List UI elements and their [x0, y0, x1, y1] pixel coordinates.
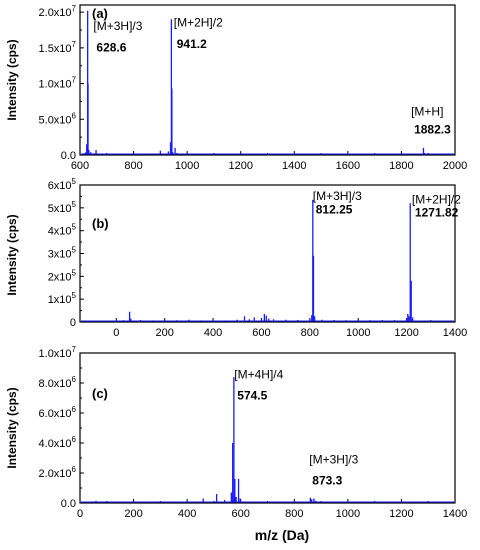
- x-tick-label: 600: [252, 327, 270, 339]
- x-tick-label: 1200: [389, 508, 413, 520]
- y-tick-label: 1x105: [48, 291, 77, 306]
- y-tick-label: 2x105: [48, 268, 77, 283]
- x-tick-label: 1400: [443, 508, 467, 520]
- y-tick-label: 1.0x107: [39, 345, 77, 360]
- peak-annotation-value: 873.3: [312, 473, 342, 487]
- peak-annotation-label: [M+3H]/3: [93, 19, 142, 33]
- y-tick-label: 0.0: [61, 150, 76, 162]
- x-tick-label: 1200: [394, 327, 418, 339]
- x-tick-label: 800: [285, 508, 303, 520]
- x-tick-label: 1800: [389, 160, 413, 172]
- y-tick-label: 1.0x107: [39, 76, 77, 91]
- peak-annotation-label: [M+3H]/3: [309, 452, 358, 466]
- x-tick-label: 800: [124, 160, 142, 172]
- panel-label: (b): [92, 216, 109, 231]
- panel-b: 0 200 400 600 800 1000 1200 1400 0 1x105 2x105 3x10…: [5, 177, 467, 339]
- y-tick-label: 4.0x106: [39, 435, 77, 450]
- peak-annotation-label: [M+2H]/2: [174, 15, 223, 29]
- panel-a: 600 800 1000 1200 1400 1600 1800 2000 0.0 5.0x106…: [5, 4, 467, 172]
- panel-c: 0 200 400 600 800 1000 1200 1400 0.0 2.0x106 4.0x1…: [5, 345, 467, 520]
- plot-frame: [79, 184, 456, 323]
- x-tick-label: 800: [301, 327, 319, 339]
- y-tick-label: 2.0x106: [39, 465, 77, 480]
- x-tick-label: 400: [178, 508, 196, 520]
- x-tick-label: 200: [124, 508, 142, 520]
- x-tick-label: 1000: [346, 327, 370, 339]
- y-tick-label: 6.0x106: [39, 405, 77, 420]
- peak-annotation-label: [M+2H]/2: [412, 192, 461, 206]
- peak-annotation-label: [M+H]: [411, 105, 443, 119]
- x-tick-label: 0: [77, 508, 83, 520]
- x-tick-label: 1000: [175, 160, 199, 172]
- peak-annotation-value: 941.2: [177, 37, 207, 51]
- panel-label: (a): [92, 6, 108, 21]
- x-tick-label: 1200: [228, 160, 252, 172]
- peak-annotation-label: [M+4H]/4: [234, 368, 283, 382]
- y-tick-label: 2.0x107: [39, 4, 77, 19]
- x-tick-label: 200: [155, 327, 173, 339]
- y-tick-label: 4x105: [48, 223, 77, 238]
- peak-annotation-value: 574.5: [237, 389, 267, 403]
- y-tick-label: 5.0x106: [39, 111, 77, 126]
- x-tick-label: 2000: [443, 160, 467, 172]
- x-tick-label: 600: [232, 508, 250, 520]
- peak-annotation-value: 1271.82: [415, 206, 459, 220]
- x-axis-label: m/z (Da): [255, 527, 309, 543]
- x-tick-label: 1400: [282, 160, 306, 172]
- peak-annotation-value: 628.6: [96, 40, 126, 54]
- y-tick-label: 5x105: [48, 200, 77, 215]
- y-tick-label: 0.0: [61, 498, 76, 510]
- x-tick-label: 0: [113, 327, 119, 339]
- panel-label: (c): [92, 386, 108, 401]
- y-tick-label: 3x105: [48, 246, 77, 261]
- peak-annotation-value: 1882.3: [414, 123, 451, 137]
- peak-annotation-value: 812.25: [316, 203, 353, 217]
- x-tick-label: 1600: [336, 160, 360, 172]
- x-tick-label: 1000: [336, 508, 360, 520]
- y-tick-label: 6x105: [48, 177, 77, 192]
- y-tick-label: 1.5x107: [39, 40, 77, 55]
- y-axis-label: Intensity (cps): [5, 387, 19, 468]
- y-axis-label: Intensity (cps): [5, 39, 19, 120]
- y-axis-label: Intensity (cps): [5, 214, 19, 295]
- y-tick-label: 0: [70, 317, 76, 329]
- y-tick-label: 8.0x106: [39, 375, 77, 390]
- x-tick-label: 400: [204, 327, 222, 339]
- x-tick-label: 1400: [443, 327, 467, 339]
- x-tick-label: 600: [71, 160, 89, 172]
- peak-annotation-label: [M+3H]/3: [313, 189, 362, 203]
